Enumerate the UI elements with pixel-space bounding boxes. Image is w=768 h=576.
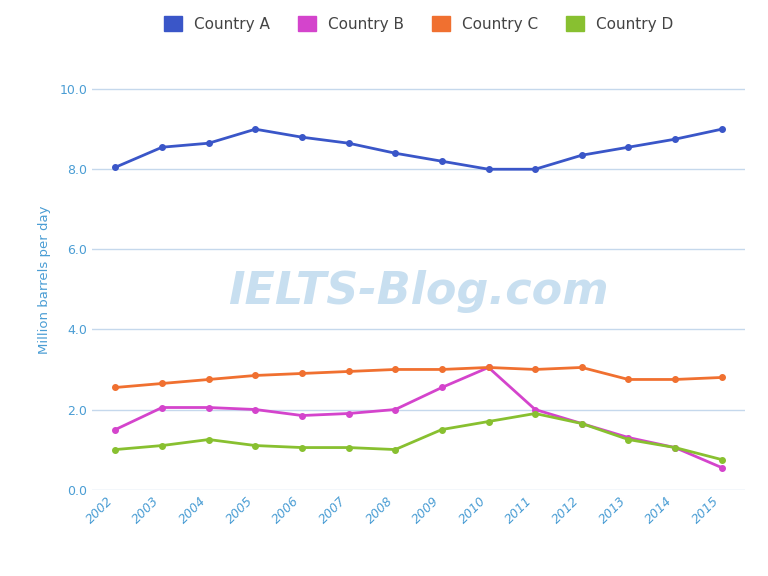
Legend: Country A, Country B, Country C, Country D: Country A, Country B, Country C, Country… [157, 9, 680, 37]
Text: IELTS-Blog.com: IELTS-Blog.com [228, 271, 609, 313]
Y-axis label: Million barrels per day: Million barrels per day [38, 205, 51, 354]
